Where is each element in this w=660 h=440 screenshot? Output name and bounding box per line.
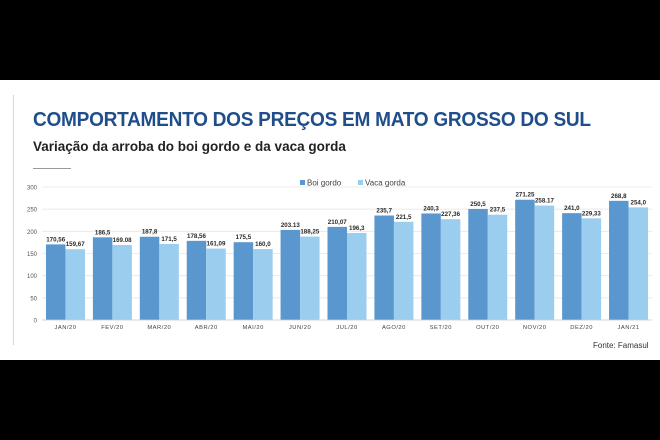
page-title: COMPORTAMENTO DOS PREÇOS EM MATO GROSSO … xyxy=(33,108,591,131)
legend-label: Boi gordo xyxy=(307,179,342,188)
x-tick-label: MAI/20 xyxy=(242,325,263,331)
data-label: 187,8 xyxy=(142,229,158,236)
data-label: 258.17 xyxy=(535,198,554,205)
data-label: 227,36 xyxy=(441,211,460,218)
x-tick-label: JAN/21 xyxy=(618,325,640,331)
bar xyxy=(421,213,441,320)
data-label: 268,8 xyxy=(611,193,627,200)
source-note: Fonte: Famasul xyxy=(593,341,649,350)
data-label: 241,0 xyxy=(564,205,580,212)
bar xyxy=(253,249,273,320)
y-tick-label: 250 xyxy=(27,208,38,214)
x-tick-label: NOV/20 xyxy=(523,325,547,331)
x-tick-label: DEZ/20 xyxy=(570,325,593,331)
bar xyxy=(65,249,85,320)
bar xyxy=(468,208,488,320)
chart-legend: Boi gordo Vaca gorda xyxy=(300,179,406,188)
data-label: 170,56 xyxy=(46,236,65,243)
y-tick-label: 150 xyxy=(27,252,38,258)
bar xyxy=(159,243,179,320)
y-tick-label: 200 xyxy=(27,230,38,236)
x-tick-label: OUT/20 xyxy=(476,325,499,331)
x-tick-label: JAN/20 xyxy=(54,325,76,331)
y-tick-label: 0 xyxy=(34,319,38,325)
data-label: 196,3 xyxy=(349,225,365,232)
bar xyxy=(233,242,254,320)
y-tick-label: 300 xyxy=(27,186,38,192)
y-tick-label: 100 xyxy=(27,274,38,280)
bar xyxy=(280,229,301,320)
bar xyxy=(562,213,582,320)
y-tick-label: 50 xyxy=(30,296,37,302)
data-label: 271.25 xyxy=(515,192,534,199)
data-label: 171,5 xyxy=(161,236,177,243)
data-label: 240,3 xyxy=(423,205,439,212)
x-axis: JAN/20 FEV/20 MAR/20 ABR/20 MAI/20 JUN/20 JUL/… xyxy=(42,319,652,331)
bar xyxy=(92,237,113,320)
data-label: 229,33 xyxy=(582,210,601,217)
data-label: 159,67 xyxy=(66,241,85,248)
data-label: 175,5 xyxy=(236,234,252,241)
x-tick-label: JUL/20 xyxy=(336,325,357,331)
bar xyxy=(609,200,629,320)
data-label: 210,07 xyxy=(328,219,347,226)
bar xyxy=(515,199,535,320)
data-label: 186,5 xyxy=(95,229,111,236)
data-label: 169.08 xyxy=(113,237,132,244)
data-label: 161,09 xyxy=(207,241,226,248)
data-label: 221,5 xyxy=(396,214,412,221)
x-tick-label: MAR/20 xyxy=(147,325,171,331)
x-tick-label: ABR/20 xyxy=(195,325,218,331)
bar xyxy=(300,236,320,320)
legend-label: Vaca gorda xyxy=(365,179,406,188)
x-tick-label: JUN/20 xyxy=(289,325,311,331)
bar xyxy=(327,226,347,320)
bar xyxy=(487,214,508,320)
left-divider xyxy=(13,95,14,345)
page-subtitle: Variação da arroba do boi gordo e da vac… xyxy=(33,139,346,154)
bar xyxy=(534,205,555,320)
bar xyxy=(139,236,160,320)
x-tick-label: AGO/20 xyxy=(382,325,406,331)
bar xyxy=(440,219,461,320)
data-label: 188,25 xyxy=(300,229,319,236)
subtitle-divider xyxy=(33,168,71,169)
bar xyxy=(581,218,602,320)
data-label: 235,7 xyxy=(376,208,392,215)
data-label: 160,0 xyxy=(255,241,271,248)
data-label: 250,5 xyxy=(470,201,486,208)
legend-swatch xyxy=(300,180,305,185)
data-label: 178,56 xyxy=(187,233,206,240)
bar xyxy=(112,245,132,320)
bar xyxy=(347,232,367,320)
bar xyxy=(206,248,226,320)
bar xyxy=(374,215,394,320)
legend-swatch xyxy=(358,180,363,185)
bar xyxy=(393,221,414,320)
data-label: 254,0 xyxy=(631,199,647,206)
bar xyxy=(628,207,649,320)
y-axis: 0 50 100 150 200 250 300 xyxy=(27,186,38,325)
x-tick-label: SET/20 xyxy=(430,325,452,331)
x-tick-label: FEV/20 xyxy=(101,325,123,331)
data-label: 237,5 xyxy=(490,207,506,214)
bar xyxy=(186,240,207,320)
data-label: 203.13 xyxy=(281,222,300,229)
bar xyxy=(45,244,66,320)
